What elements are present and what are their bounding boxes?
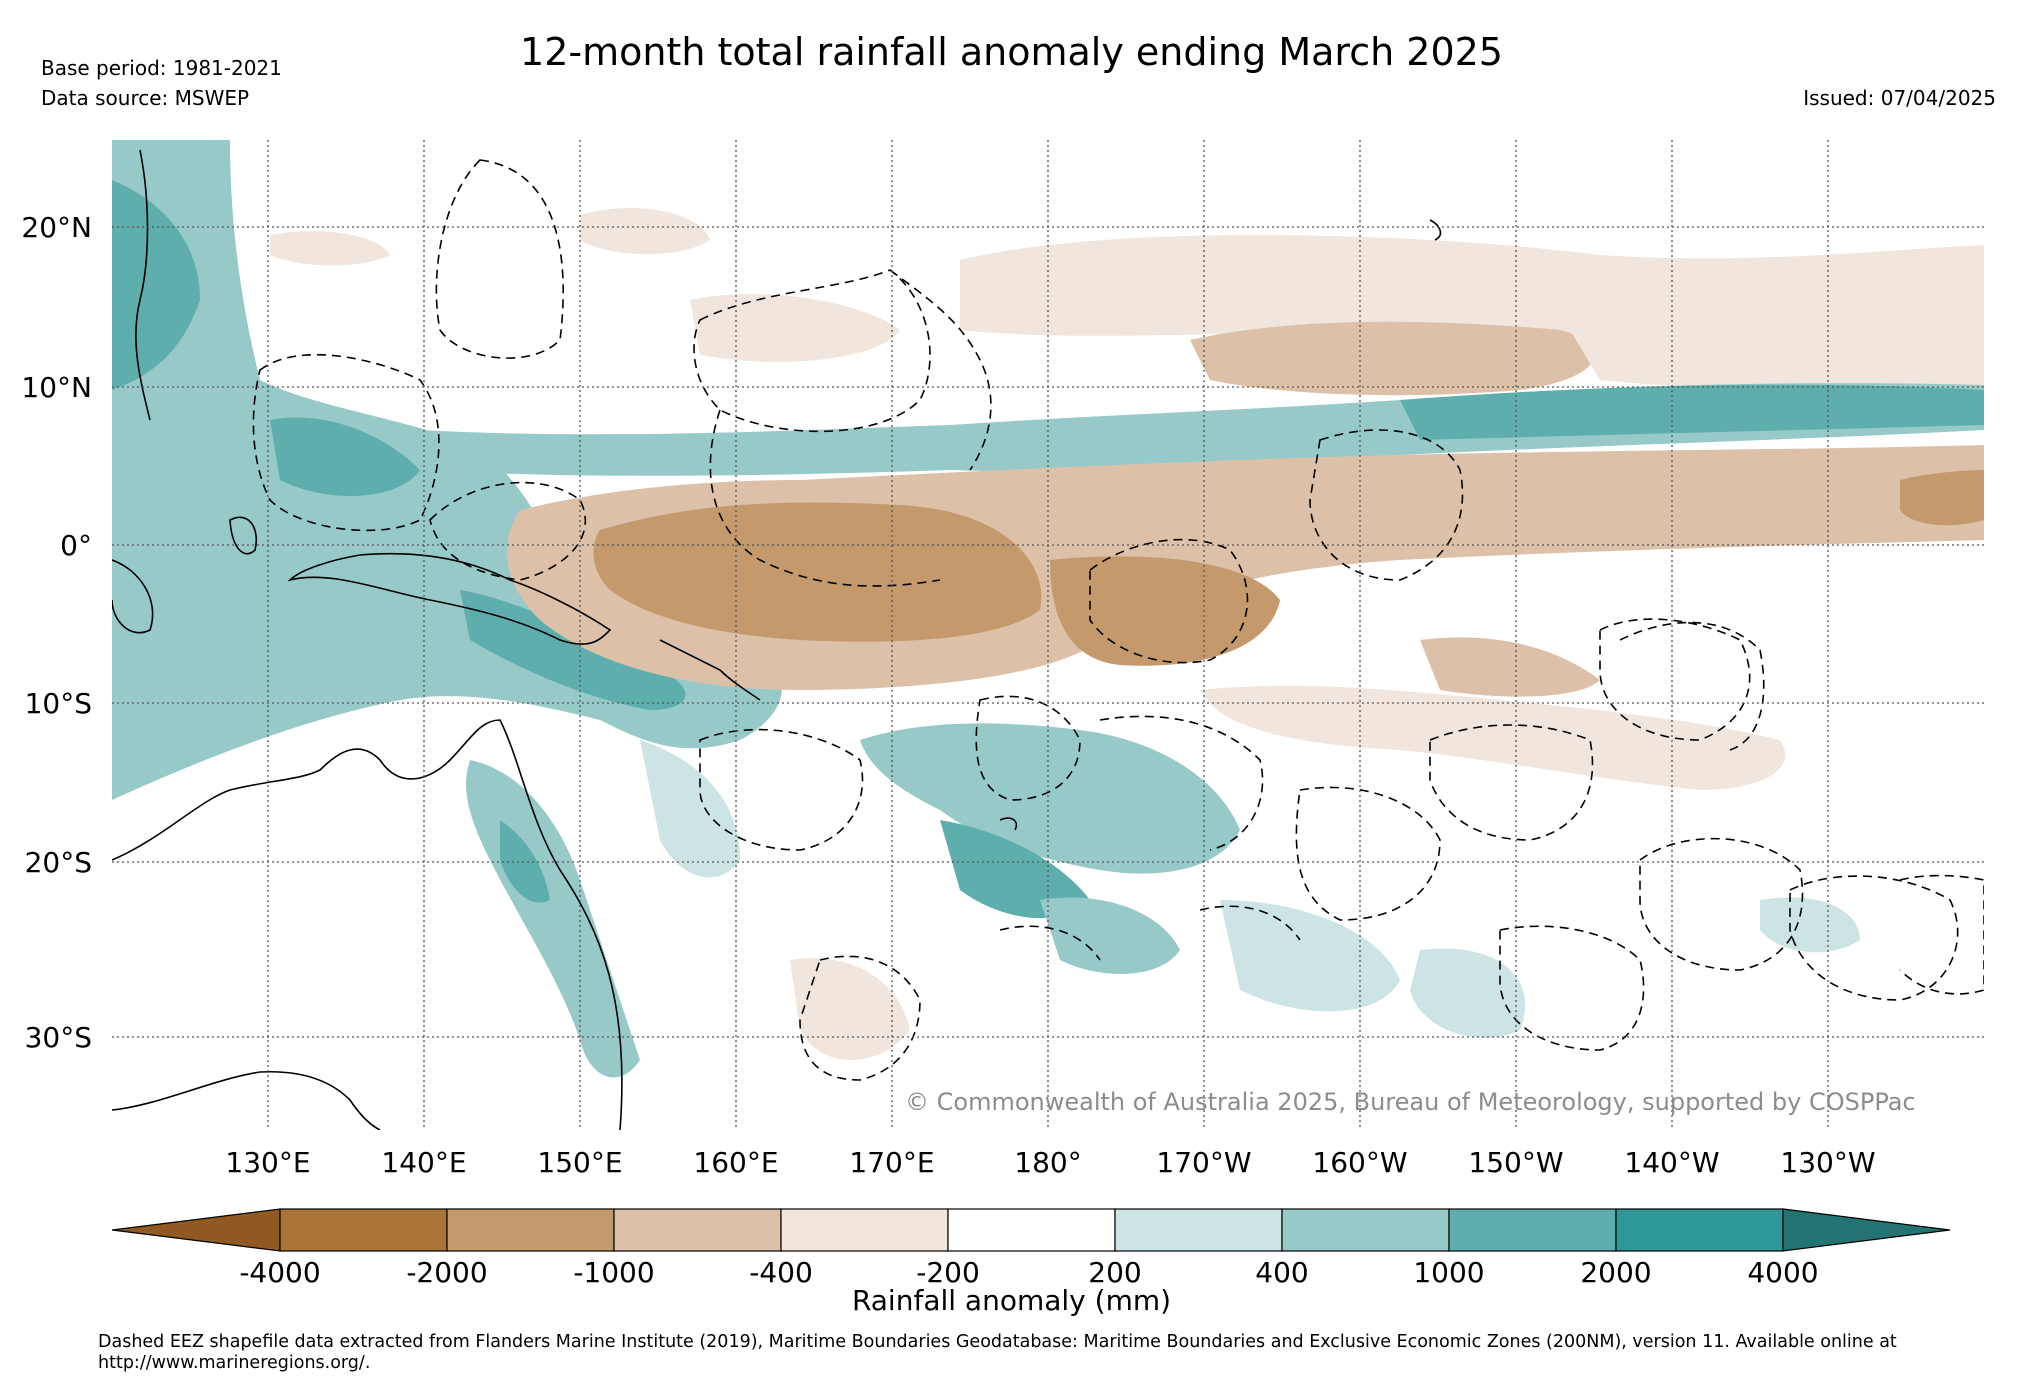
base-period-text: Base period: 1981-2021 [41, 56, 282, 80]
colorbar-tick-label: -200 [916, 1256, 980, 1289]
graticule [112, 140, 1984, 1130]
colorbar-segment [1448, 1208, 1617, 1252]
copyright-notice: © Commonwealth of Australia 2025, Bureau… [905, 1088, 1916, 1116]
lon-label-130w: 130°W [1780, 1146, 1875, 1179]
colorbar-segment [446, 1208, 615, 1252]
colorbar-tick-label: -2000 [406, 1256, 487, 1289]
lon-label-150w: 150°W [1468, 1146, 1563, 1179]
colorbar-tick-label: 4000 [1747, 1256, 1818, 1289]
colorbar-tick-label: -4000 [239, 1256, 320, 1289]
chart-title: 12-month total rainfall anomaly ending M… [520, 30, 1503, 74]
eez-boundaries [252, 159, 1984, 1081]
colorbar-segment [279, 1208, 448, 1252]
colorbar-tick-label: 1000 [1413, 1256, 1484, 1289]
colorbar-tick-label: 400 [1255, 1256, 1308, 1289]
issued-date-text: Issued: 07/04/2025 [1803, 86, 1996, 110]
colorbar-extend-high [1782, 1208, 1951, 1252]
colorbar [111, 1208, 1951, 1252]
colorbar-segment [1281, 1208, 1450, 1252]
lat-label-20n: 20°N [21, 211, 92, 244]
lat-label-20s: 20°S [25, 846, 92, 879]
lat-label-30s: 30°S [25, 1021, 92, 1054]
colorbar-tick-label: 200 [1088, 1256, 1141, 1289]
colorbar-tick-label: -400 [749, 1256, 813, 1289]
colorbar-segment [1114, 1208, 1283, 1252]
lat-label-10s: 10°S [25, 687, 92, 720]
footnote: Dashed EEZ shapefile data extracted from… [98, 1332, 1897, 1373]
lon-label-140w: 140°W [1624, 1146, 1719, 1179]
lat-label-0: 0° [60, 529, 92, 562]
colorbar-tick-label: 2000 [1580, 1256, 1651, 1289]
lon-label-180: 180° [1014, 1146, 1081, 1179]
lon-label-160e: 160°E [693, 1146, 778, 1179]
lon-label-170e: 170°E [849, 1146, 934, 1179]
lon-label-170w: 170°W [1156, 1146, 1251, 1179]
colorbar-segment [1615, 1208, 1784, 1252]
lat-label-10n: 10°N [21, 371, 92, 404]
colorbar-tick-label: -1000 [573, 1256, 654, 1289]
lon-label-160w: 160°W [1312, 1146, 1407, 1179]
colorbar-extend-low [111, 1208, 281, 1252]
colorbar-segment [780, 1208, 949, 1252]
lon-label-140e: 140°E [381, 1146, 466, 1179]
colorbar-segment [947, 1208, 1116, 1252]
lon-label-150e: 150°E [537, 1146, 622, 1179]
lon-label-130e: 130°E [225, 1146, 310, 1179]
colorbar-segment [613, 1208, 782, 1252]
coastlines [112, 149, 1442, 1130]
data-source-text: Data source: MSWEP [41, 86, 250, 110]
colorbar-label: Rainfall anomaly (mm) [851, 1284, 1172, 1317]
